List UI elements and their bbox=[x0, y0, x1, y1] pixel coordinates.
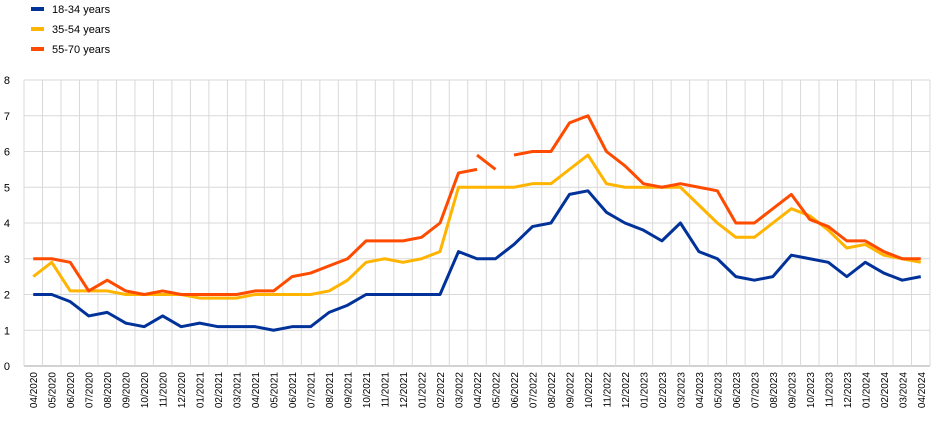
y-tick-label: 7 bbox=[4, 111, 10, 123]
x-tick-label: 02/2021 bbox=[214, 372, 225, 409]
x-tick-label: 07/2023 bbox=[750, 372, 761, 409]
y-tick-label: 6 bbox=[4, 147, 10, 159]
x-tick-label: 10/2022 bbox=[584, 372, 595, 409]
x-tick-label: 05/2021 bbox=[270, 372, 281, 409]
legend: 18-34 years 35-54 years 55-70 years bbox=[31, 4, 111, 56]
x-tick-label: 02/2024 bbox=[880, 372, 891, 409]
y-tick-label: 8 bbox=[4, 75, 10, 87]
x-tick-label: 09/2023 bbox=[787, 372, 798, 409]
x-tick-label: 06/2020 bbox=[66, 372, 77, 409]
x-tick-label: 10/2023 bbox=[806, 372, 817, 409]
series-line-55-70-years bbox=[513, 114, 921, 261]
y-axis-ticks: 0 1 2 3 4 5 6 7 8 bbox=[4, 75, 10, 373]
y-tick-label: 3 bbox=[4, 254, 10, 266]
x-tick-label: 08/2023 bbox=[769, 372, 780, 409]
series-line-35-54-years bbox=[32, 153, 922, 300]
gridlines bbox=[23, 79, 931, 367]
y-tick-label: 0 bbox=[4, 361, 10, 373]
x-tick-label: 05/2020 bbox=[48, 372, 59, 409]
x-tick-label: 12/2021 bbox=[399, 372, 410, 409]
x-tick-label: 09/2020 bbox=[122, 372, 133, 409]
x-tick-label: 02/2023 bbox=[658, 372, 669, 409]
x-tick-label: 01/2022 bbox=[418, 372, 429, 409]
series-line-55-70-years bbox=[33, 167, 478, 296]
y-tick-label: 5 bbox=[4, 182, 10, 194]
x-tick-label: 12/2023 bbox=[843, 372, 854, 409]
x-tick-label: 12/2022 bbox=[621, 372, 632, 409]
x-tick-label: 07/2020 bbox=[85, 372, 96, 409]
x-tick-label: 08/2020 bbox=[103, 372, 114, 409]
x-tick-label: 10/2021 bbox=[362, 372, 373, 409]
x-tick-label: 04/2020 bbox=[29, 372, 40, 409]
x-tick-label: 03/2024 bbox=[898, 372, 909, 409]
x-tick-label: 07/2022 bbox=[528, 372, 539, 409]
series-line-18-34-years bbox=[33, 189, 922, 332]
x-tick-label: 05/2023 bbox=[713, 372, 724, 409]
x-tick-label: 11/2022 bbox=[602, 372, 613, 408]
x-tick-label: 06/2021 bbox=[288, 372, 299, 409]
series-lines bbox=[32, 114, 922, 332]
x-tick-label: 04/2023 bbox=[695, 372, 706, 409]
x-tick-label: 09/2022 bbox=[565, 372, 576, 409]
y-tick-label: 4 bbox=[4, 218, 10, 230]
x-tick-label: 10/2020 bbox=[140, 372, 151, 409]
x-axis-ticks: 04/2020 05/2020 06/2020 07/2020 08/2020 09/20… bbox=[29, 372, 928, 409]
x-tick-label: 11/2023 bbox=[824, 372, 835, 408]
x-tick-label: 04/2022 bbox=[473, 372, 484, 409]
x-tick-label: 09/2021 bbox=[344, 372, 355, 409]
legend-label: 35-54 years bbox=[52, 24, 111, 36]
x-tick-label: 04/2024 bbox=[917, 372, 928, 409]
y-tick-label: 2 bbox=[4, 290, 10, 302]
x-tick-label: 06/2022 bbox=[510, 372, 521, 409]
x-tick-label: 08/2022 bbox=[547, 372, 558, 409]
legend-label: 55-70 years bbox=[52, 44, 111, 56]
x-tick-label: 07/2021 bbox=[307, 372, 318, 409]
y-tick-label: 1 bbox=[4, 325, 10, 337]
x-tick-label: 01/2023 bbox=[639, 372, 650, 409]
x-tick-label: 01/2024 bbox=[861, 372, 872, 409]
x-tick-label: 06/2023 bbox=[732, 372, 743, 409]
x-tick-label: 03/2022 bbox=[455, 372, 466, 409]
x-tick-label: 05/2022 bbox=[491, 372, 502, 409]
x-tick-label: 03/2021 bbox=[233, 372, 244, 409]
x-tick-label: 02/2022 bbox=[436, 372, 447, 409]
x-tick-label: 04/2021 bbox=[251, 372, 262, 409]
x-tick-label: 01/2021 bbox=[196, 372, 207, 409]
x-tick-label: 11/2020 bbox=[159, 372, 170, 408]
x-tick-label: 11/2021 bbox=[381, 372, 392, 408]
x-tick-label: 08/2021 bbox=[325, 372, 336, 409]
series-line-55-70-years-segment bbox=[476, 153, 497, 171]
legend-label: 18-34 years bbox=[52, 4, 111, 16]
x-tick-label: 03/2023 bbox=[676, 372, 687, 409]
x-tick-label: 12/2020 bbox=[177, 372, 188, 409]
